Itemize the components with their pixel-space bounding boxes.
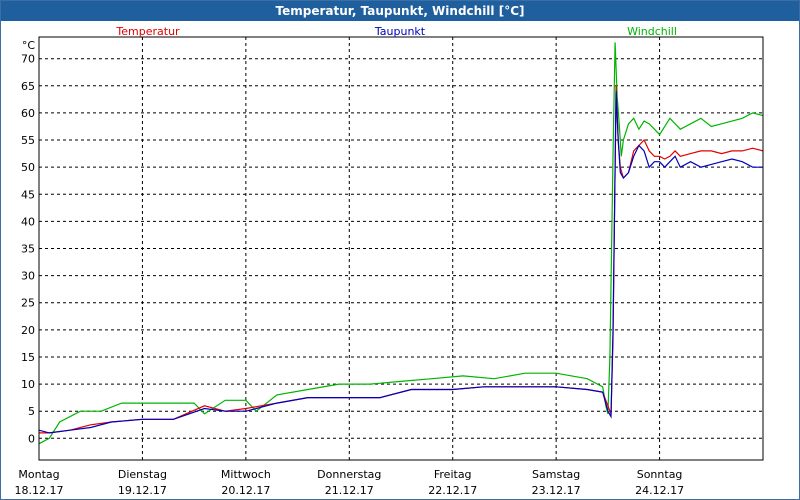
legend-taupunkt: Taupunkt	[374, 25, 426, 38]
x-tick-day: Freitag	[434, 468, 472, 481]
x-tick-day: Dienstag	[118, 468, 167, 481]
y-tick-label: 15	[21, 351, 35, 364]
grid	[39, 37, 763, 460]
y-tick-label: 45	[21, 188, 35, 201]
y-tick-label: 20	[21, 324, 35, 337]
y-tick-label: 50	[21, 161, 35, 174]
legend-temperatur: Temperatur	[115, 25, 180, 38]
x-tick-date: 20.12.17	[221, 484, 270, 497]
y-tick-label: 35	[21, 243, 35, 256]
x-tick-date: 22.12.17	[428, 484, 477, 497]
x-tick-day: Samstag	[532, 468, 580, 481]
window-title: Temperatur, Taupunkt, Windchill [°C]	[1, 1, 799, 21]
x-tick-date: 23.12.17	[532, 484, 581, 497]
y-tick-label: 60	[21, 107, 35, 120]
y-tick-label: 5	[28, 405, 35, 418]
x-tick-day: Mittwoch	[221, 468, 271, 481]
x-tick-date: 21.12.17	[325, 484, 374, 497]
x-tick-day: Sonntag	[637, 468, 683, 481]
y-tick-label: 40	[21, 215, 35, 228]
x-tick-day: Montag	[18, 468, 59, 481]
series-line-windchill	[38, 42, 764, 445]
x-tick-date: 19.12.17	[118, 484, 167, 497]
y-tick-label: 25	[21, 297, 35, 310]
series-line-taupunkt	[38, 91, 763, 434]
y-axis-label: °C	[22, 39, 36, 52]
y-tick-label: 10	[21, 378, 35, 391]
y-tick-label: 55	[21, 134, 35, 147]
y-tick-label: 65	[21, 80, 35, 93]
y-tick-label: 70	[21, 53, 35, 66]
legend-windchill: Windchill	[627, 25, 677, 38]
x-axis-ticks: Montag 18.12.17 Dienstag 19.12.17 Mittwoch 20…	[15, 468, 685, 497]
x-tick-date: 18.12.17	[15, 484, 64, 497]
y-tick-label: 30	[21, 270, 35, 283]
y-axis-ticks: 0 5 10 15 20 25 30 35 40 45 50 55 60 65 70	[21, 53, 35, 446]
plot-border	[38, 36, 764, 461]
series-group	[38, 42, 764, 445]
y-tick-label: 0	[28, 432, 35, 445]
x-tick-day: Donnerstag	[317, 468, 381, 481]
x-tick-date: 24.12.17	[635, 484, 684, 497]
